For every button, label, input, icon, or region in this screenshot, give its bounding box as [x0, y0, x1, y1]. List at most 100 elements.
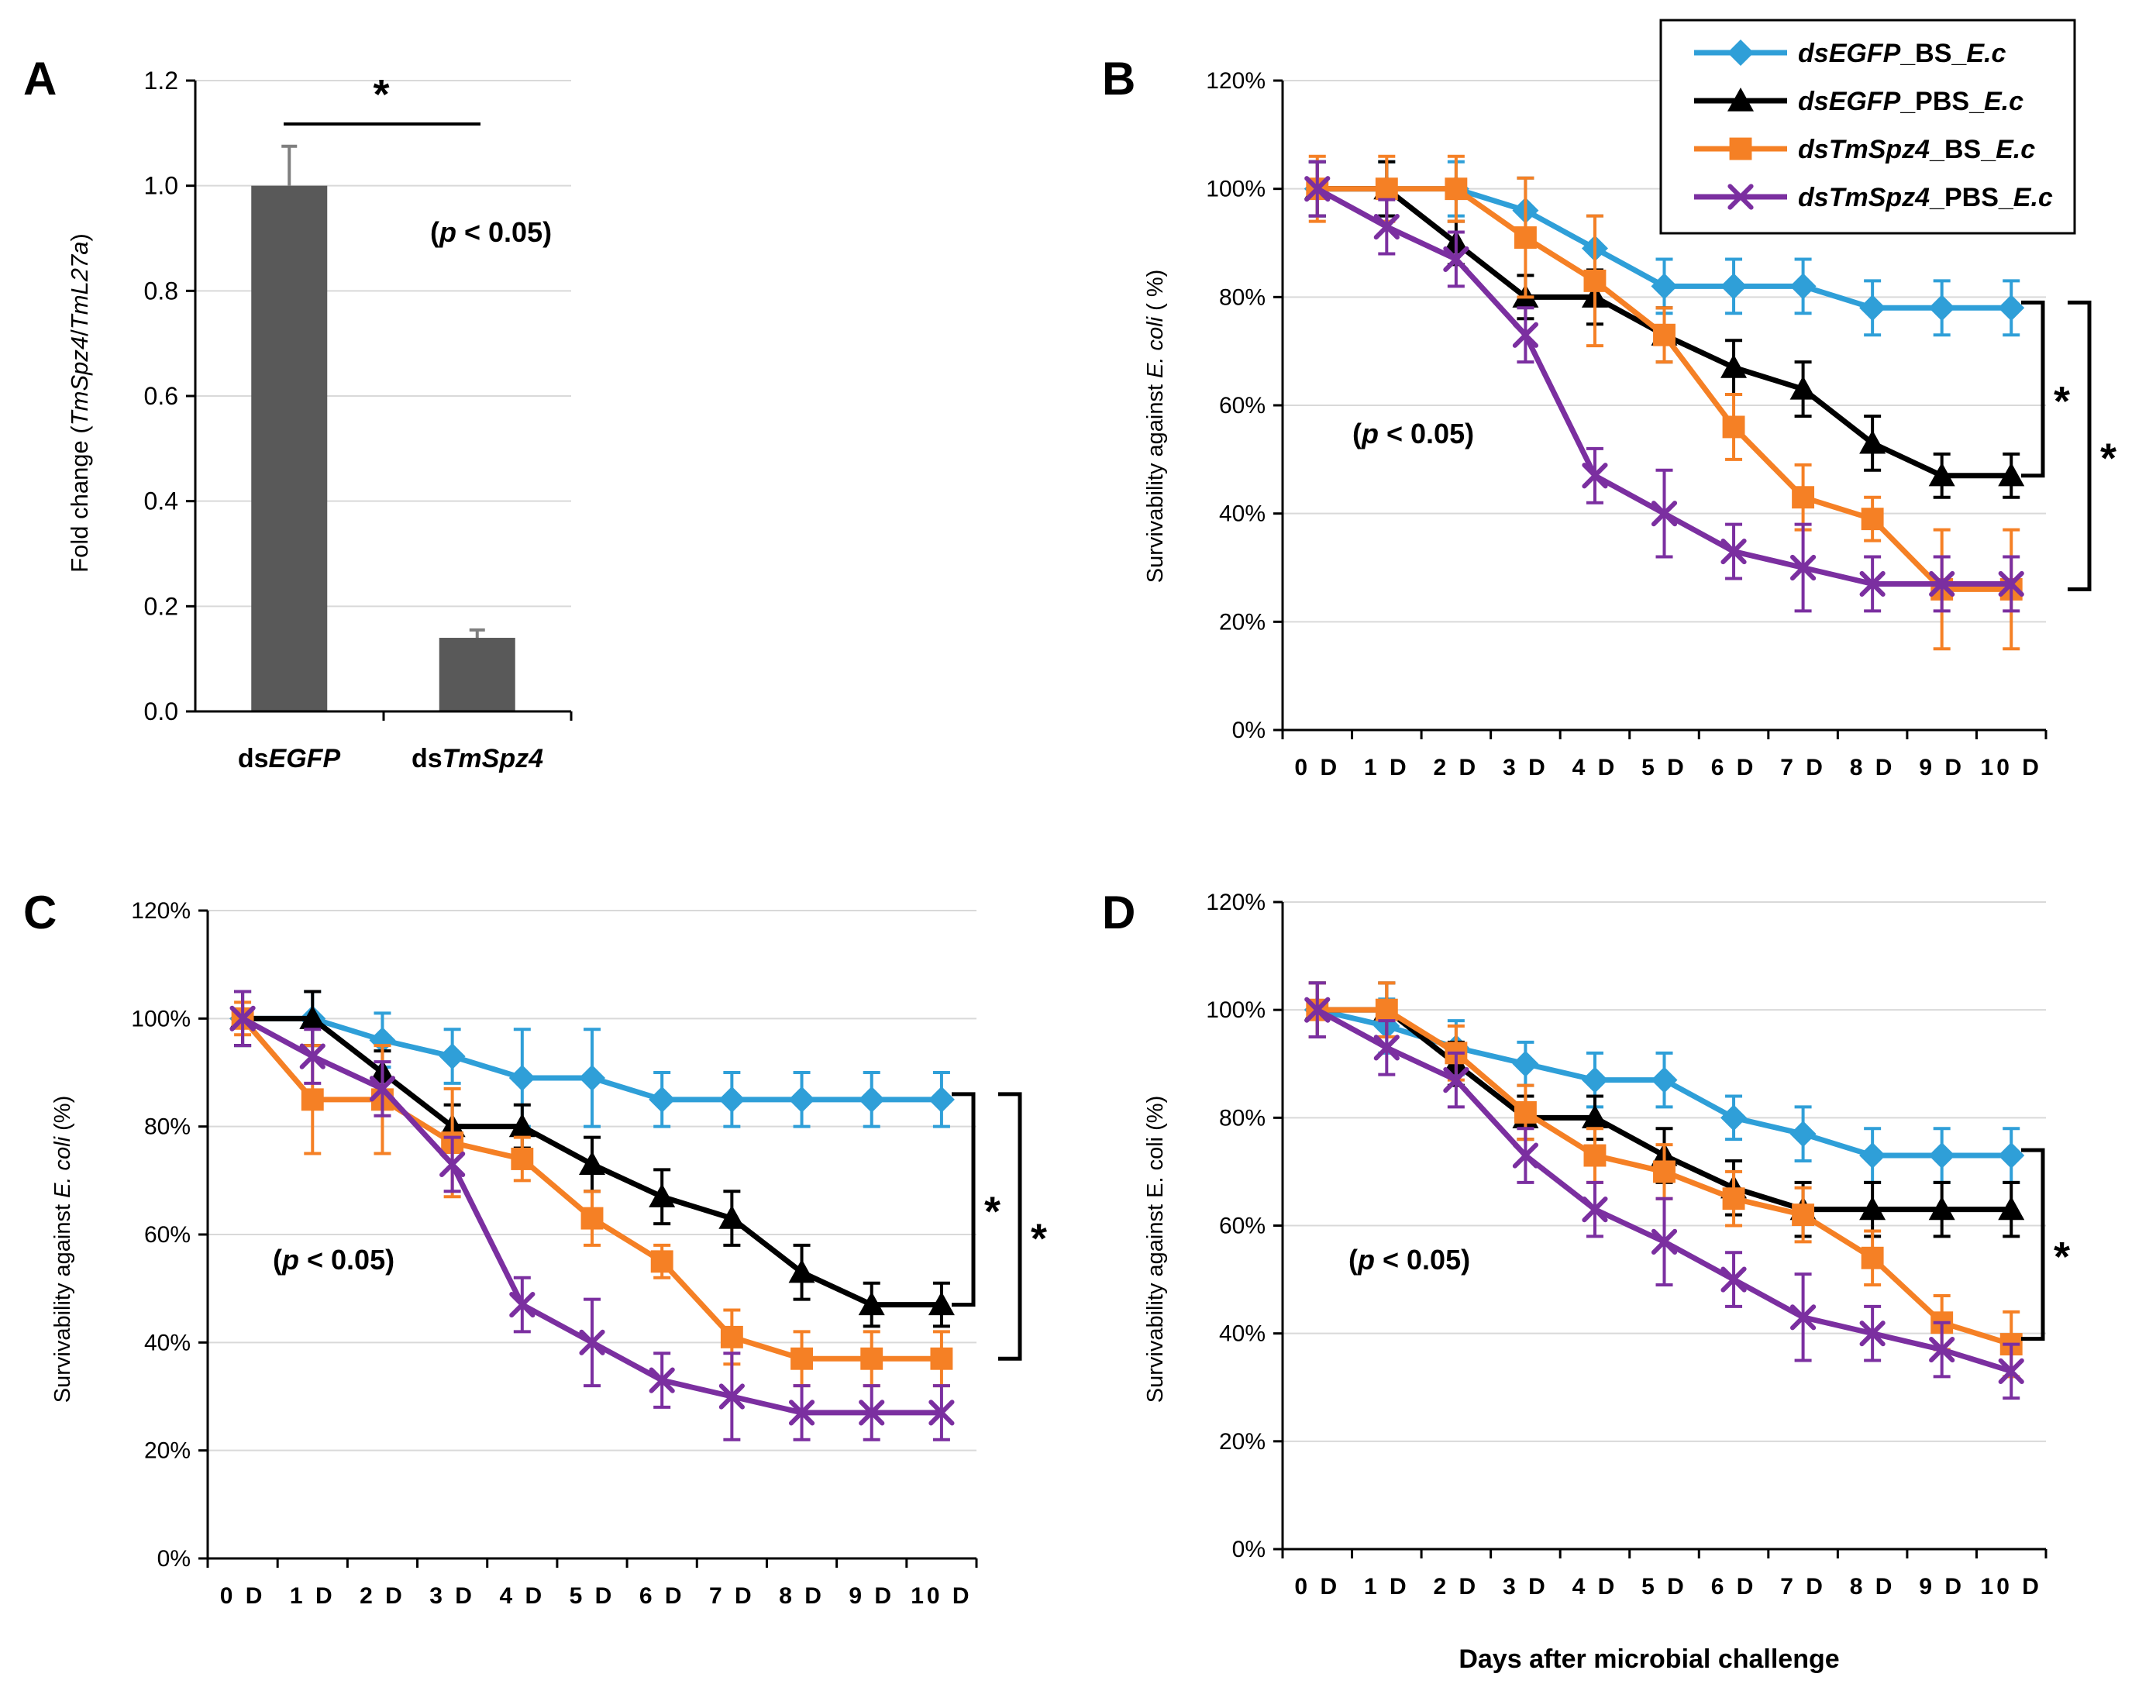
panel-d-point [1720, 1104, 1748, 1131]
panel-c-point [718, 1086, 746, 1113]
panel-c-bracket [952, 1092, 976, 1307]
panel-d-y-tick-label: 0% [1232, 1537, 1266, 1562]
panel-b-y-tick-label: 20% [1219, 609, 1266, 635]
panel-c-point [508, 1064, 536, 1091]
legend-marker [1727, 40, 1754, 66]
panel-c-point [649, 1086, 676, 1113]
legend-marker [1729, 137, 1752, 160]
panel-c-y-tick-label: 100% [131, 1006, 191, 1031]
legend-marker [1727, 184, 1754, 210]
legend-label-treatment: _PBS_ [1929, 183, 2014, 212]
panel-c-point [930, 1347, 953, 1370]
legend-label-treatment: _BS_ [1929, 135, 1996, 164]
panel-c-point [718, 1383, 745, 1410]
panel-a-y-tick-label: 0.8 [144, 277, 178, 305]
panel-d-point [1789, 1304, 1817, 1331]
panel-b-point [1859, 429, 1886, 454]
panel-d-point [1514, 1100, 1537, 1124]
panel-c-point [299, 1043, 325, 1069]
panel-b-point [1722, 415, 1745, 439]
panel-c-point [650, 1250, 673, 1273]
panel-b-point [1720, 354, 1748, 378]
panel-c-point [439, 1151, 466, 1178]
panel-a-y-tick-label: 0.4 [144, 487, 178, 515]
panel-c-y-axis-label: Survivability against E. coli (%) [50, 1096, 75, 1403]
legend-item-egfp_pbs: dsEGFP_PBS_E.c [1694, 87, 2023, 116]
panel-d-point [1582, 1197, 1608, 1223]
panel-d-point [1998, 1196, 2025, 1221]
panel-d-point [1443, 1067, 1469, 1093]
panel-d-point [1304, 997, 1331, 1023]
panel-c-point [928, 1400, 955, 1426]
legend-label-pathogen: E.c [1984, 87, 2023, 116]
panel-b-x-tick-label: 0 D [1294, 755, 1340, 780]
legend-label: dsEGFP_PBS_E.c [1798, 87, 2023, 116]
panel-c-point [511, 1148, 534, 1170]
legend-label-prefix: ds [1798, 183, 1829, 212]
panel-b-y-tick-label: 40% [1219, 501, 1266, 527]
panel-a-category-label: dsEGFP [238, 744, 341, 773]
panel-c-x-tick-label: 7 D [709, 1583, 755, 1609]
panel-a-y-tick-label: 0.6 [144, 382, 178, 410]
panel-c-y-tick-label: 40% [144, 1330, 191, 1355]
panel-a-category-label: dsTmSpz4 [412, 744, 543, 773]
panel-b-point [1582, 463, 1608, 489]
panel-a: A 0.0 0.2 0.4 0.6 0.8 1.0 1.2 Fold change (TmS… [23, 53, 573, 773]
panel-a-significance-star: * [373, 71, 389, 118]
panel-b-x-tick-label: 6 D [1711, 755, 1757, 780]
panel-a-letter: A [23, 53, 57, 105]
panel-a-y-tick-label: 1.2 [144, 67, 178, 95]
legend-label-gene: EGFP [1829, 87, 1901, 116]
panel-c-significance-star: * [984, 1189, 1001, 1235]
panel-c-y-tick-label: 60% [144, 1222, 191, 1248]
panel-c-point [788, 1086, 815, 1113]
panel-d-x-tick-label: 7 D [1780, 1574, 1826, 1600]
panel-d-letter: D [1102, 887, 1135, 938]
panel-b-y-tick-label: 80% [1219, 284, 1266, 310]
panel-d-point [1859, 1196, 1886, 1221]
panel-d-significance-star: * [2054, 1234, 2070, 1280]
panel-d-y-tick-label: 60% [1219, 1214, 1266, 1239]
legend: dsEGFP_BS_E.cdsEGFP_PBS_E.cdsTmSpz4_BS_E… [1659, 19, 2076, 235]
panel-d-x-tick-label: 5 D [1641, 1574, 1687, 1600]
panel-b: B 0% 20% 40% 60% 80% 100% 120% 0 D 1 D 2 D 3 D 4 D… [1102, 53, 2116, 780]
panel-a-p-value: (p < 0.05) [430, 216, 552, 248]
panel-c-bracket [998, 1092, 1022, 1361]
panel-b-x-tick-label: 3 D [1503, 755, 1548, 780]
panel-d-x-tick-label: 3 D [1503, 1574, 1548, 1600]
panel-a-bars [251, 144, 515, 711]
panel-c-point [301, 1088, 324, 1111]
panel-d-y-tick-label: 80% [1219, 1105, 1266, 1131]
panel-b-point [1928, 462, 1955, 487]
panel-d-y-tick-label: 100% [1206, 997, 1266, 1023]
panel-c-point [788, 1259, 815, 1283]
legend-marker [1727, 88, 1754, 112]
legend-item-spz4_bs: dsTmSpz4_BS_E.c [1694, 135, 2035, 164]
panel-c-x-tick-label: 1 D [290, 1583, 336, 1609]
panel-b-point [1859, 570, 1886, 597]
panel-a-y-tick-label: 1.0 [144, 172, 178, 200]
panel-b-point [1792, 486, 1815, 509]
panel-b-p-value: (p < 0.05) [1352, 418, 1474, 449]
panel-d-series-spz4_pbs [1304, 981, 2024, 1400]
panel-c-x-tick-label: 9 D [849, 1583, 894, 1609]
legend-label-prefix: ds [1798, 135, 1829, 164]
panel-c-point [718, 1205, 746, 1229]
panel-b-x-tick-label: 1 D [1364, 755, 1410, 780]
legend-label-gene: TmSpz4 [1829, 135, 1930, 164]
panel-c-point [508, 1113, 536, 1138]
panel-b-x-ticks: 0 D 1 D 2 D 3 D 4 D 5 D 6 D 7 D 8 D 9 D 10 D [1281, 730, 2048, 780]
panel-c-point [649, 1183, 676, 1207]
panel-c-point [859, 1400, 885, 1426]
legend-label-gene: TmSpz4 [1829, 183, 1930, 212]
panel-b-point [1859, 294, 1886, 322]
panel-c-series-egfp_bs [229, 990, 955, 1128]
panel-d-point [1581, 1066, 1608, 1093]
legend-label-gene: EGFP [1829, 39, 1901, 68]
panel-c-point [928, 1086, 955, 1113]
panel-c-x-tick-label: 3 D [429, 1583, 475, 1609]
panel-d-point [1651, 1228, 1678, 1255]
panel-c-point [579, 1151, 605, 1176]
panel-a-y-tick-label: 0.0 [144, 697, 178, 725]
